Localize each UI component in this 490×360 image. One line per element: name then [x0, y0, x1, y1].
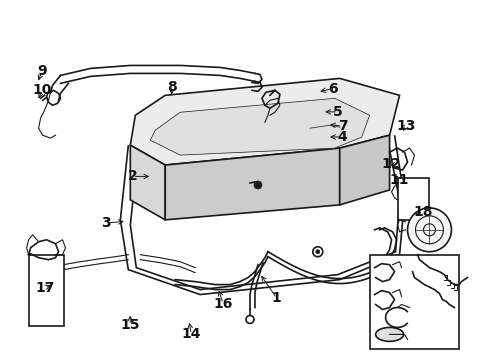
Text: 14: 14: [181, 327, 201, 341]
Text: 3: 3: [101, 216, 111, 230]
Text: 2: 2: [128, 170, 138, 183]
Circle shape: [316, 250, 320, 254]
Polygon shape: [165, 148, 340, 220]
Bar: [369, 255, 460, 349]
Circle shape: [408, 208, 451, 252]
Text: 13: 13: [396, 119, 416, 133]
Text: 8: 8: [167, 80, 176, 94]
Text: 12: 12: [382, 157, 401, 171]
Polygon shape: [130, 145, 165, 220]
Text: 9: 9: [37, 64, 47, 78]
Text: 10: 10: [32, 84, 52, 97]
Polygon shape: [130, 78, 399, 165]
Text: 7: 7: [338, 119, 347, 133]
Text: 16: 16: [213, 297, 233, 311]
Text: 1: 1: [272, 291, 282, 305]
Text: 11: 11: [389, 173, 409, 187]
Text: 17: 17: [35, 280, 54, 294]
Text: 6: 6: [328, 82, 338, 95]
Circle shape: [246, 315, 254, 323]
Polygon shape: [150, 98, 369, 155]
Text: 15: 15: [121, 318, 140, 332]
Bar: [28, 255, 64, 327]
Text: 5: 5: [333, 105, 343, 119]
Bar: [397, 178, 429, 220]
Ellipse shape: [376, 328, 404, 341]
Text: 18: 18: [414, 205, 433, 219]
Circle shape: [254, 181, 262, 189]
Polygon shape: [340, 135, 390, 205]
Text: 4: 4: [338, 130, 347, 144]
